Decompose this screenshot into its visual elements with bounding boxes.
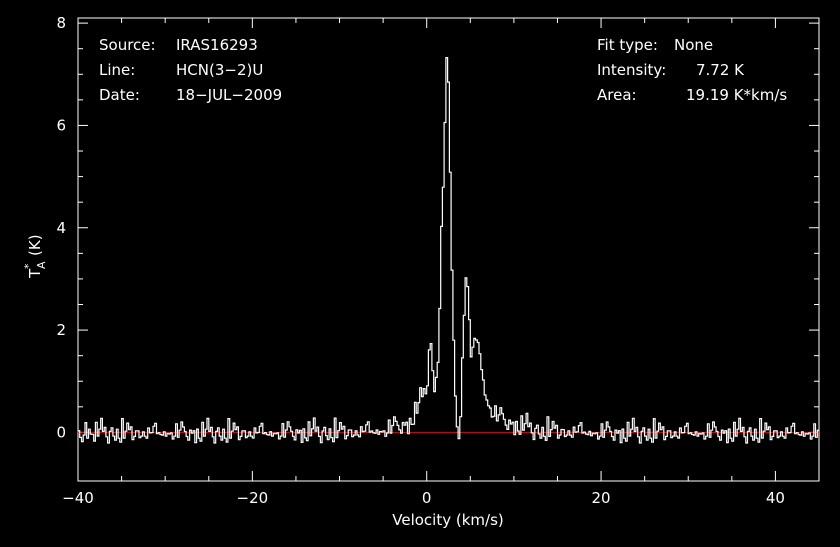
y-axis-label-main: T	[26, 268, 44, 279]
y-tick-label: 6	[56, 116, 66, 134]
area-label: Area:	[597, 86, 637, 104]
date-value: 18−JUL−2009	[176, 86, 282, 104]
x-tick-label: −20	[237, 489, 269, 507]
fit-type-value: None	[674, 36, 713, 54]
y-tick-label: 4	[56, 219, 66, 237]
y-tick-label: 0	[56, 423, 66, 441]
y-axis-label: T * A (K)	[22, 234, 48, 279]
line-label: Line:	[99, 61, 135, 79]
x-tick-label: −40	[62, 489, 94, 507]
date-label: Date:	[99, 86, 140, 104]
intensity-value: 7.72 K	[696, 61, 745, 79]
plot-frame	[77, 17, 820, 482]
x-axis-label: Velocity (km/s)	[392, 511, 503, 529]
y-axis-label-sup: *	[22, 263, 35, 269]
x-tick-label: 40	[766, 489, 785, 507]
x-axis-ticks: −40 −20 0 20 40	[62, 18, 820, 507]
x-tick-label: 20	[592, 489, 611, 507]
spectrum-line	[78, 57, 819, 444]
line-value: HCN(3−2)U	[176, 61, 263, 79]
y-axis-label-unit: (K)	[26, 234, 44, 256]
fit-type-label: Fit type:	[597, 36, 658, 54]
intensity-label: Intensity:	[597, 61, 666, 79]
x-tick-label: 0	[422, 489, 432, 507]
source-label: Source:	[99, 36, 156, 54]
y-tick-label: 8	[56, 14, 66, 32]
source-value: IRAS16293	[176, 36, 258, 54]
area-value: 19.19 K*km/s	[686, 86, 787, 104]
y-tick-label: 2	[56, 321, 66, 339]
y-axis-label-sub: A	[35, 261, 48, 269]
